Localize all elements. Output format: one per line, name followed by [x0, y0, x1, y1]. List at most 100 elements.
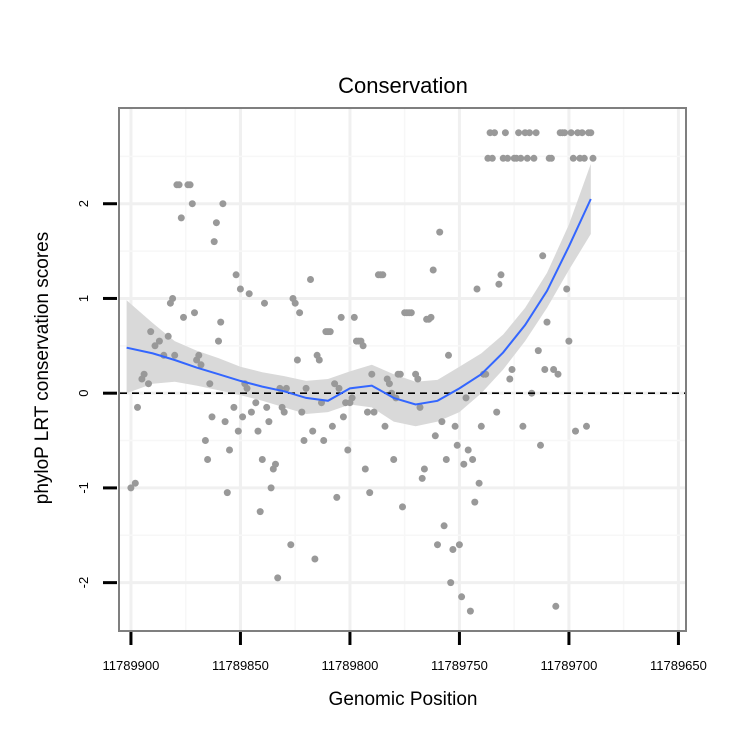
data-point-55 — [272, 460, 279, 468]
data-point-151 — [491, 129, 498, 137]
data-point-163 — [517, 154, 525, 162]
data-point-125 — [434, 541, 441, 549]
data-point-126 — [436, 228, 444, 236]
data-point-162 — [515, 129, 523, 137]
data-point-124 — [431, 432, 439, 440]
data-point-48 — [256, 508, 264, 516]
data-point-79 — [328, 422, 336, 430]
data-point-144 — [475, 479, 483, 487]
data-point-101 — [379, 271, 387, 279]
data-point-128 — [440, 522, 448, 530]
data-point-26 — [204, 456, 212, 463]
data-point-96 — [366, 489, 374, 497]
plot-frame — [118, 107, 687, 632]
data-point-191 — [578, 129, 586, 137]
data-point-97 — [368, 370, 376, 378]
data-point-89 — [350, 313, 358, 321]
data-point-118 — [418, 474, 426, 482]
data-point-183 — [561, 129, 569, 137]
data-point-71 — [311, 555, 319, 563]
data-point-81 — [333, 493, 341, 501]
data-point-37 — [230, 403, 238, 411]
data-point-88 — [348, 394, 356, 402]
data-point-36 — [226, 446, 233, 454]
data-point-75 — [320, 437, 328, 444]
data-point-154 — [497, 271, 505, 279]
data-point-65 — [296, 309, 304, 317]
data-point-56 — [274, 574, 282, 582]
data-point-34 — [221, 418, 229, 426]
data-point-196 — [589, 154, 597, 162]
data-point-44 — [245, 290, 253, 298]
data-point-2 — [134, 403, 141, 411]
data-point-10 — [164, 332, 172, 340]
data-point-59 — [280, 408, 288, 416]
data-point-179 — [552, 602, 560, 610]
data-points — [127, 129, 597, 615]
data-point-49 — [258, 456, 266, 463]
data-point-43 — [243, 384, 251, 392]
data-point-78 — [326, 328, 334, 336]
y-axis: -2 -1 0 1 2 — [76, 200, 117, 588]
data-point-175 — [543, 318, 551, 326]
data-point-31 — [215, 337, 222, 345]
data-point-70 — [309, 427, 317, 435]
data-point-138 — [462, 394, 470, 402]
y-axis-label: phyloP LRT conservation scores — [32, 232, 53, 505]
data-point-25 — [201, 437, 209, 444]
data-point-166 — [523, 154, 531, 162]
data-point-170 — [532, 129, 540, 137]
data-point-46 — [252, 399, 260, 407]
data-point-102 — [381, 422, 389, 430]
data-point-32 — [217, 318, 225, 326]
data-point-129 — [442, 456, 450, 463]
data-point-17 — [180, 313, 187, 321]
data-point-186 — [567, 129, 575, 137]
data-point-61 — [287, 541, 295, 549]
data-point-184 — [563, 285, 571, 293]
y-tick-label-4: 2 — [76, 200, 91, 207]
x-tick-label-2: 11789800 — [322, 658, 379, 673]
data-point-50 — [261, 299, 268, 307]
data-point-66 — [298, 408, 306, 416]
data-point-30 — [212, 219, 220, 227]
data-point-52 — [265, 418, 273, 426]
data-point-67 — [300, 437, 308, 444]
data-point-153 — [495, 280, 503, 288]
data-point-4 — [140, 370, 148, 378]
data-point-136 — [458, 593, 466, 601]
data-point-40 — [236, 285, 244, 293]
y-tick-label-1: -1 — [76, 482, 91, 494]
data-point-187 — [569, 154, 577, 162]
data-point-94 — [361, 465, 369, 473]
data-point-173 — [539, 252, 547, 260]
data-point-23 — [195, 351, 203, 359]
data-point-172 — [537, 441, 544, 449]
data-point-192 — [580, 154, 588, 162]
data-point-150 — [488, 154, 496, 162]
data-point-24 — [197, 361, 205, 369]
data-point-33 — [219, 200, 227, 208]
data-point-137 — [460, 460, 468, 468]
x-axis: 11789900 11789850 11789800 11789750 11789700… — [103, 632, 707, 673]
data-point-80 — [331, 380, 339, 388]
y-tick-label-2: 0 — [76, 390, 91, 397]
data-point-53 — [267, 484, 275, 492]
data-point-8 — [155, 337, 163, 345]
data-point-95 — [364, 408, 371, 416]
data-point-167 — [526, 129, 533, 137]
data-point-109 — [396, 370, 404, 378]
grid-lines — [120, 109, 685, 630]
data-point-171 — [534, 347, 542, 355]
data-point-193 — [583, 422, 590, 430]
data-point-60 — [282, 384, 290, 392]
data-point-41 — [239, 413, 247, 421]
data-point-21 — [191, 309, 198, 317]
data-point-135 — [455, 541, 463, 549]
data-point-93 — [359, 342, 367, 350]
data-point-45 — [247, 408, 255, 416]
data-point-28 — [208, 413, 216, 421]
confidence-ribbon — [126, 163, 591, 427]
data-point-134 — [453, 441, 461, 449]
data-point-83 — [337, 313, 345, 321]
